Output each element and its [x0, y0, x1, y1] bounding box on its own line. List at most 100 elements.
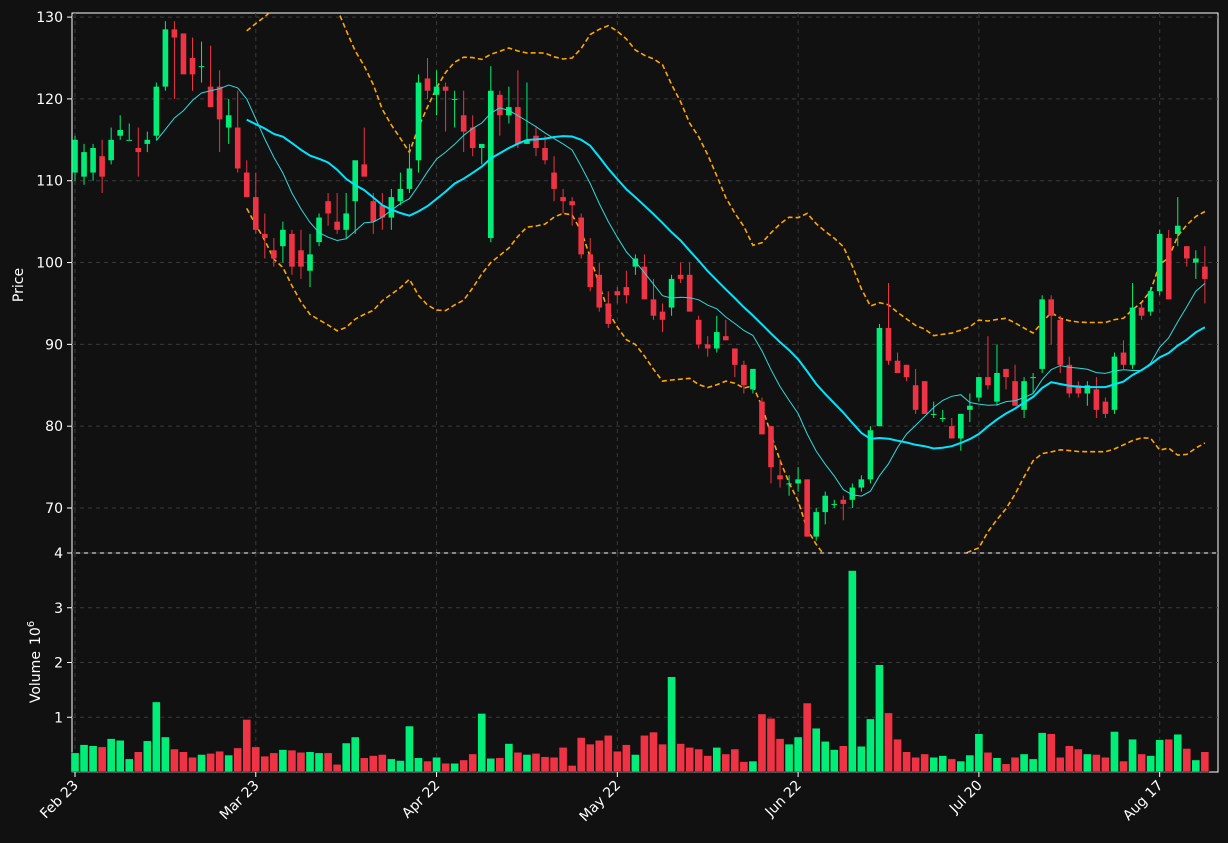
- candle-body: [497, 94, 503, 116]
- ma-slow-line: [246, 118, 1206, 450]
- candle-body: [135, 148, 142, 153]
- candle-body: [1075, 385, 1082, 394]
- ma-fast-line: [156, 84, 1206, 497]
- candle-body: [252, 197, 259, 230]
- volume-bar: [359, 757, 369, 773]
- candle-body: [469, 127, 476, 148]
- candle-body: [1030, 377, 1036, 379]
- volume-bar: [441, 762, 450, 773]
- candle-body: [1156, 233, 1163, 292]
- volume-bar: [983, 752, 993, 773]
- volume-bar: [594, 739, 604, 773]
- candle-body: [750, 368, 756, 390]
- volume-bar: [197, 754, 206, 773]
- volume-bar: [1028, 758, 1038, 773]
- candle-body: [99, 156, 105, 177]
- candle-body: [198, 66, 205, 68]
- volume-y-axis: 1 2 3 4: [54, 546, 72, 726]
- volume-bar: [603, 735, 613, 773]
- candle-body: [334, 221, 340, 230]
- volume-bar: [649, 731, 658, 773]
- volume-bar: [314, 752, 324, 773]
- volume-bar: [676, 743, 685, 773]
- volume-bar: [233, 747, 243, 773]
- candle-body: [858, 479, 865, 488]
- candle-body: [849, 487, 856, 500]
- volume-bar: [405, 725, 414, 773]
- candle-body: [542, 148, 548, 161]
- candle-body: [587, 254, 594, 288]
- volume-bar: [1010, 756, 1020, 773]
- volume-tick-label: 4: [54, 546, 63, 562]
- volume-bar: [739, 761, 749, 773]
- candle-body: [1012, 381, 1018, 406]
- candle-body: [677, 274, 684, 279]
- volume-bar: [1155, 739, 1164, 773]
- volume-bar: [1001, 763, 1011, 773]
- candle-body: [840, 499, 847, 504]
- candle-body: [1102, 401, 1109, 414]
- volume-bar: [838, 745, 848, 773]
- volume-bar: [251, 746, 261, 773]
- volume-bar: [269, 752, 279, 773]
- candle-body: [515, 107, 521, 144]
- candle-body: [723, 336, 729, 341]
- candle-body: [487, 90, 494, 239]
- volume-bar: [667, 676, 676, 773]
- candle-body: [1193, 258, 1199, 263]
- volume-bar: [640, 735, 649, 773]
- candle-body: [623, 287, 630, 296]
- candle-body: [921, 381, 928, 414]
- candle-body: [976, 377, 982, 398]
- volume-panel: 1 2 3 4 Volume106: [26, 546, 1219, 773]
- volume-bar: [576, 737, 586, 773]
- volume-bar: [133, 751, 143, 773]
- volume-bar: [152, 701, 161, 773]
- candle-body: [207, 86, 214, 108]
- candle-body: [695, 319, 702, 345]
- candles: [72, 21, 1208, 541]
- volume-bar: [748, 760, 758, 773]
- volume-bar: [848, 570, 857, 773]
- candle-body: [225, 115, 232, 128]
- volume-bar: [775, 738, 785, 773]
- candle-body: [668, 278, 675, 308]
- volume-bar: [468, 753, 478, 773]
- candle-body: [650, 299, 657, 316]
- volume-bar: [884, 712, 893, 773]
- volume-bar: [802, 702, 812, 773]
- volume-bar: [549, 756, 559, 773]
- volume-bar: [793, 736, 803, 773]
- candle-body: [370, 201, 377, 222]
- candle-body: [379, 205, 386, 218]
- volume-bar: [920, 753, 929, 773]
- candle-body: [786, 483, 792, 485]
- volume-tick-label: 2: [54, 656, 63, 672]
- volume-bar: [1137, 753, 1146, 773]
- price-panel: 70 80 90 100 110 120 130 Price: [11, 10, 1219, 554]
- candle-body: [117, 130, 123, 136]
- price-tick-label: 70: [45, 501, 63, 517]
- candle-body: [81, 152, 87, 177]
- candle-body: [551, 172, 557, 189]
- candle-body: [894, 360, 901, 373]
- volume-bar: [495, 757, 505, 773]
- volume-bar: [820, 741, 830, 773]
- candle-body: [704, 344, 711, 349]
- candle-body: [397, 188, 404, 202]
- volume-bar: [450, 762, 459, 773]
- candle-body: [307, 254, 313, 271]
- lower-band-line: [245, 208, 1206, 553]
- candle-body: [876, 328, 883, 427]
- candle-body: [289, 233, 295, 267]
- volume-bar: [766, 718, 776, 773]
- candle-body: [271, 250, 277, 259]
- volume-bar: [278, 749, 288, 773]
- candle-body: [1202, 266, 1208, 279]
- volume-bar: [414, 757, 423, 773]
- volume-bar: [1064, 745, 1074, 773]
- volume-bar: [965, 754, 975, 773]
- candle-body: [451, 98, 458, 100]
- volume-bar: [170, 748, 179, 773]
- candle-body: [741, 364, 747, 386]
